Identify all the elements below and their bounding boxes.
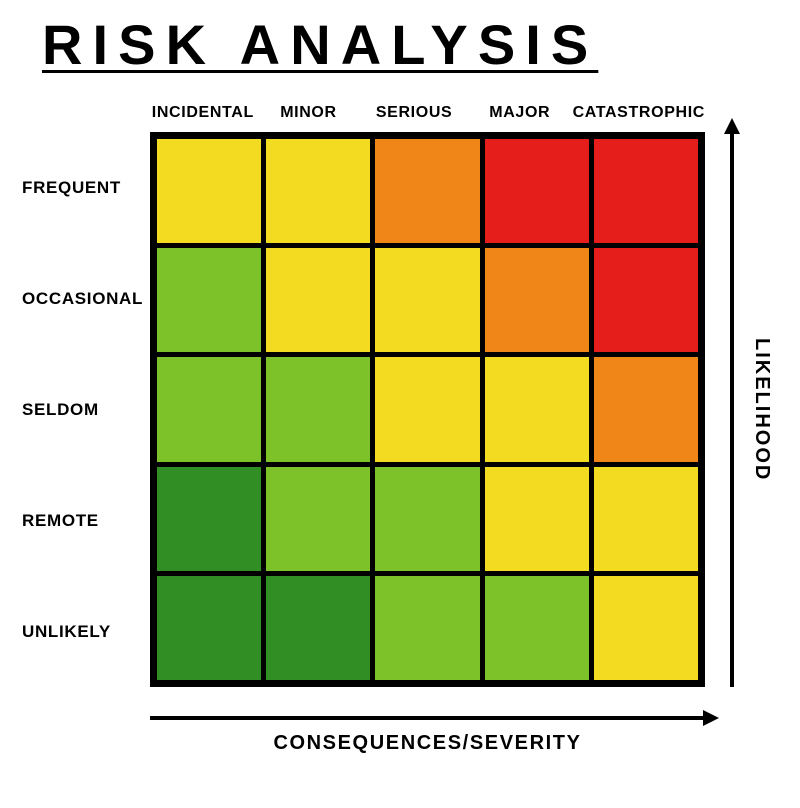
matrix-cell bbox=[485, 467, 589, 571]
matrix-cell bbox=[375, 357, 479, 461]
col-header: CATASTROPHIC bbox=[573, 104, 705, 122]
x-axis-arrow bbox=[150, 716, 705, 720]
col-header: SERIOUS bbox=[361, 104, 467, 122]
matrix-cell bbox=[375, 576, 479, 680]
row-label: UNLIKELY bbox=[22, 576, 142, 687]
y-axis-label: LIKELIHOOD bbox=[750, 132, 773, 687]
col-header: INCIDENTAL bbox=[150, 104, 256, 122]
risk-matrix bbox=[150, 132, 705, 687]
matrix-cell bbox=[157, 248, 261, 352]
matrix-cell bbox=[266, 139, 370, 243]
matrix-cell bbox=[266, 467, 370, 571]
matrix-cell bbox=[266, 357, 370, 461]
row-label: REMOTE bbox=[22, 465, 142, 576]
col-header: MINOR bbox=[256, 104, 362, 122]
matrix-cell bbox=[485, 248, 589, 352]
matrix-cell bbox=[157, 576, 261, 680]
row-label: OCCASIONAL bbox=[22, 243, 142, 354]
page-title: RISK ANALYSIS bbox=[42, 12, 598, 77]
matrix-cell bbox=[485, 576, 589, 680]
matrix-cell bbox=[594, 576, 698, 680]
matrix-cell bbox=[594, 357, 698, 461]
matrix-cell bbox=[375, 248, 479, 352]
matrix-cell bbox=[485, 139, 589, 243]
matrix-cell bbox=[157, 357, 261, 461]
row-label: FREQUENT bbox=[22, 132, 142, 243]
row-labels: FREQUENT OCCASIONAL SELDOM REMOTE UNLIKE… bbox=[22, 132, 142, 687]
x-axis-label: CONSEQUENCES/SEVERITY bbox=[150, 732, 705, 755]
matrix-cell bbox=[266, 576, 370, 680]
matrix-cell bbox=[594, 139, 698, 243]
column-headers: INCIDENTAL MINOR SERIOUS MAJOR CATASTROP… bbox=[150, 104, 705, 122]
matrix-cell bbox=[375, 467, 479, 571]
matrix-cell bbox=[485, 357, 589, 461]
matrix-cell bbox=[594, 248, 698, 352]
matrix-cell bbox=[266, 248, 370, 352]
matrix-cell bbox=[375, 139, 479, 243]
matrix-cell bbox=[594, 467, 698, 571]
matrix-cell bbox=[157, 467, 261, 571]
row-label: SELDOM bbox=[22, 354, 142, 465]
y-axis-arrow bbox=[730, 132, 734, 687]
col-header: MAJOR bbox=[467, 104, 573, 122]
matrix-cell bbox=[157, 139, 261, 243]
